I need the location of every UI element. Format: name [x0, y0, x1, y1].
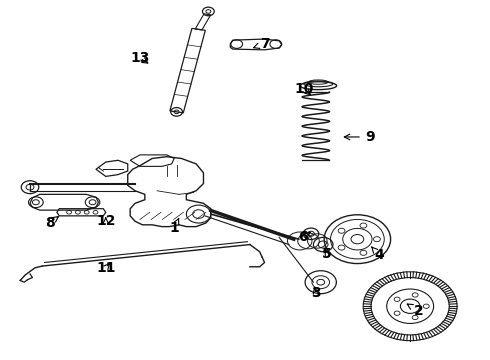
Text: 2: 2	[407, 304, 423, 318]
Text: 5: 5	[322, 247, 332, 261]
Text: 6: 6	[298, 230, 310, 244]
Text: 4: 4	[371, 247, 384, 262]
Text: 12: 12	[96, 214, 116, 228]
Text: 8: 8	[45, 216, 58, 230]
Text: 1: 1	[169, 219, 179, 235]
Text: 7: 7	[254, 37, 270, 51]
Text: 9: 9	[344, 130, 374, 144]
Text: 11: 11	[96, 261, 116, 275]
Text: 10: 10	[294, 82, 313, 95]
Text: 13: 13	[130, 51, 149, 65]
Text: 3: 3	[311, 286, 320, 300]
